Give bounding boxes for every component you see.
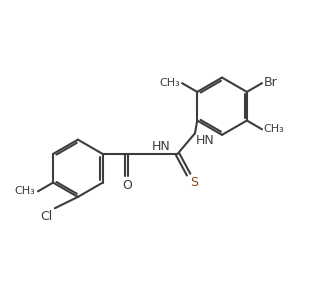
Text: CH₃: CH₃: [15, 186, 35, 196]
Text: S: S: [190, 176, 198, 189]
Text: HN: HN: [196, 134, 214, 147]
Text: HN: HN: [152, 140, 170, 153]
Text: CH₃: CH₃: [160, 78, 180, 88]
Text: O: O: [122, 179, 132, 192]
Text: CH₃: CH₃: [264, 124, 284, 134]
Text: Br: Br: [264, 76, 277, 89]
Text: Cl: Cl: [40, 210, 52, 223]
